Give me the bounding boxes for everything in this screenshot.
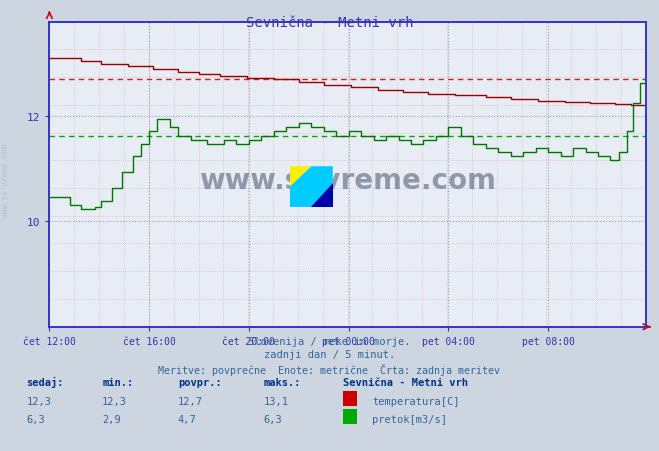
Text: Slovenija / reke in morje.: Slovenija / reke in morje.	[248, 336, 411, 346]
Text: www.si-vreme.com: www.si-vreme.com	[1, 143, 10, 217]
Text: 13,1: 13,1	[264, 396, 289, 405]
Text: maks.:: maks.:	[264, 377, 301, 387]
Text: 6,3: 6,3	[26, 414, 45, 423]
Text: zadnji dan / 5 minut.: zadnji dan / 5 minut.	[264, 350, 395, 359]
Text: 12,3: 12,3	[102, 396, 127, 405]
Text: Meritve: povprečne  Enote: metrične  Črta: zadnja meritev: Meritve: povprečne Enote: metrične Črta:…	[159, 363, 500, 375]
Text: povpr.:: povpr.:	[178, 377, 221, 387]
Text: 12,7: 12,7	[178, 396, 203, 405]
Text: Sevnična - Metni vrh: Sevnična - Metni vrh	[343, 377, 468, 387]
Polygon shape	[312, 183, 333, 207]
Text: 6,3: 6,3	[264, 414, 282, 423]
Text: temperatura[C]: temperatura[C]	[372, 396, 460, 405]
Text: 12,3: 12,3	[26, 396, 51, 405]
Text: min.:: min.:	[102, 377, 133, 387]
Text: www.si-vreme.com: www.si-vreme.com	[199, 167, 496, 195]
Text: Sevnična - Metni vrh: Sevnična - Metni vrh	[246, 16, 413, 30]
Text: sedaj:: sedaj:	[26, 377, 64, 387]
Polygon shape	[290, 167, 312, 187]
Polygon shape	[290, 167, 333, 207]
Text: 4,7: 4,7	[178, 414, 196, 423]
Text: pretok[m3/s]: pretok[m3/s]	[372, 414, 447, 423]
Text: 2,9: 2,9	[102, 414, 121, 423]
